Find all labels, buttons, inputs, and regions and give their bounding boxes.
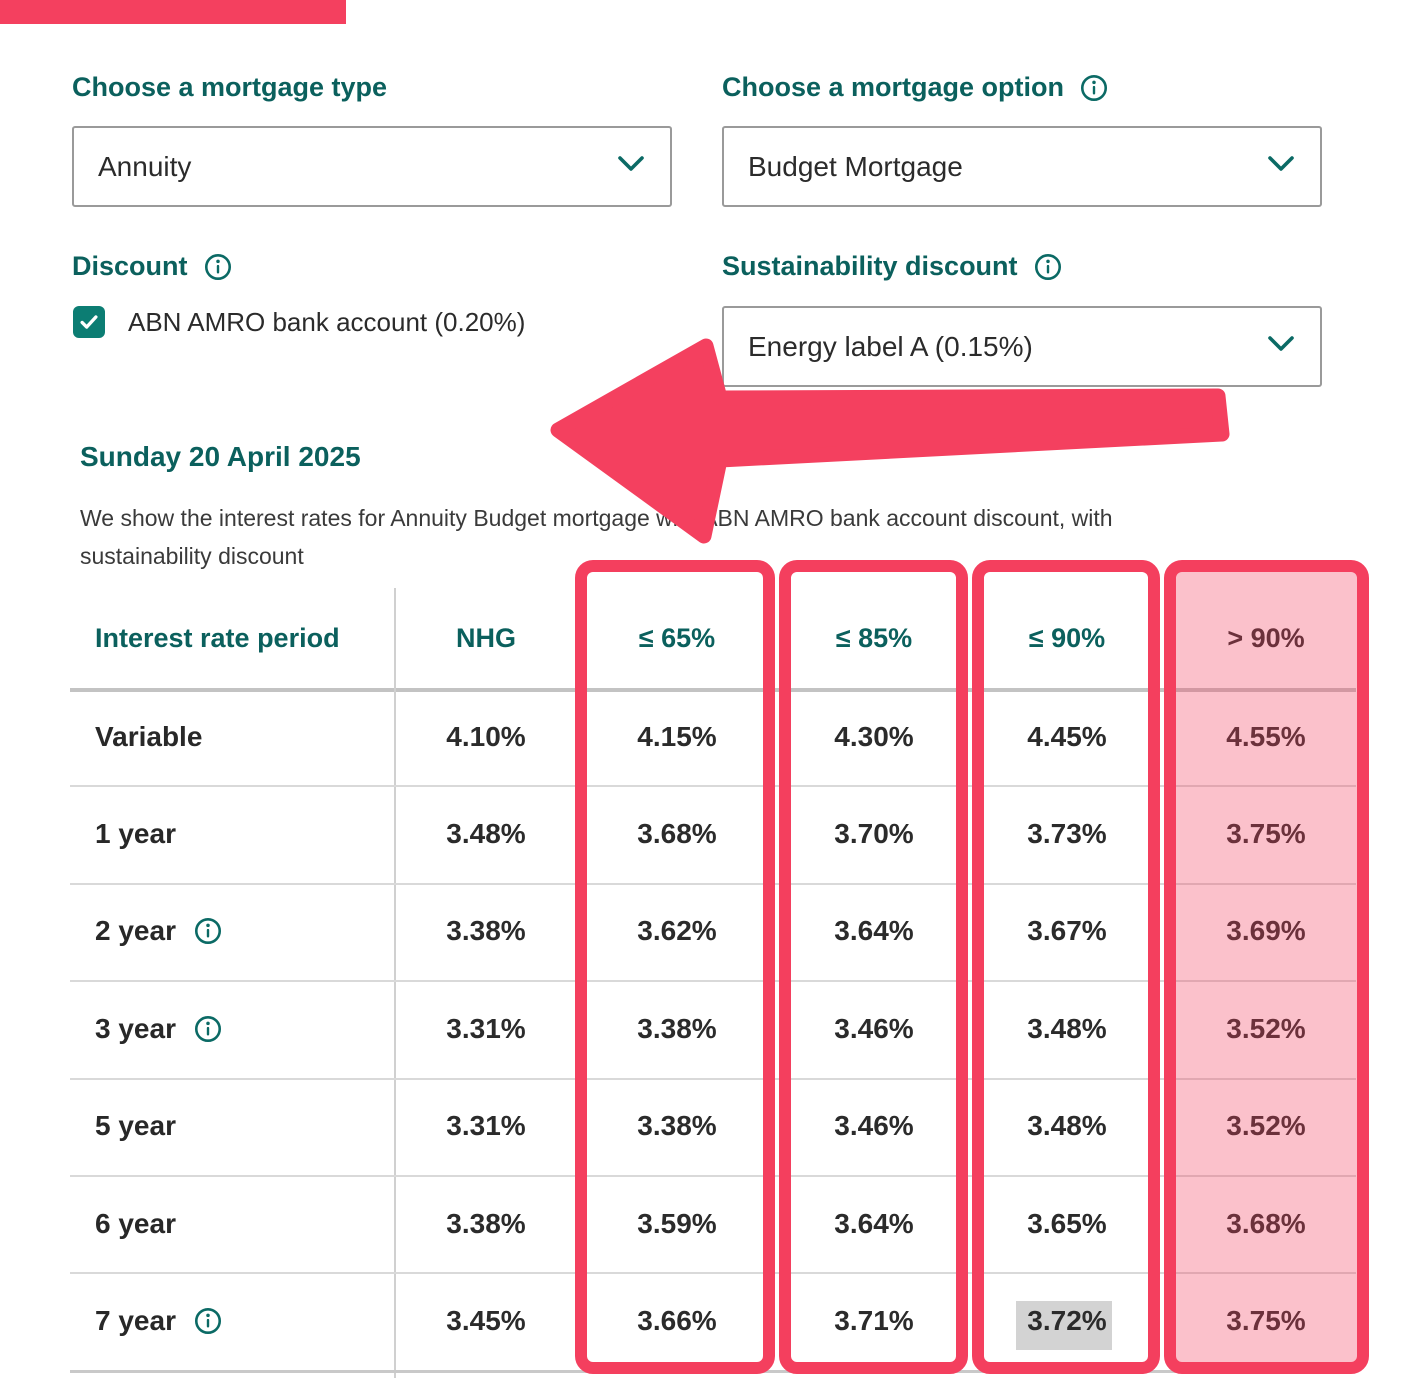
table-header-row: Interest rate period NHG ≤ 65% ≤ 85% ≤ 9…: [70, 560, 1369, 702]
header-divider-line: [70, 688, 1356, 692]
column-divider-line: [394, 588, 396, 1378]
table-row-6-year: 6 year 3.38% 3.59% 3.64% 3.65% 3.68%: [95, 1207, 1306, 1239]
checkbox-checked-icon[interactable]: [73, 306, 105, 338]
table-bottom-line: [70, 1370, 1356, 1373]
col-header-85: ≤ 85%: [835, 622, 913, 653]
chevron-down-icon: [618, 156, 644, 177]
info-icon[interactable]: [1034, 253, 1062, 281]
highlighted-cell: 3.72%: [1027, 1305, 1107, 1337]
row-divider-line: [70, 883, 1356, 885]
discount-label: Discount: [72, 251, 232, 282]
table-row-1-year: 1 year 3.48% 3.68% 3.70% 3.73% 3.75%: [95, 818, 1306, 850]
row-divider-line: [70, 1272, 1356, 1274]
description-line-1: We show the interest rates for Annuity B…: [80, 505, 1113, 531]
row-divider-line: [70, 1078, 1356, 1080]
bank-account-discount-checkbox-row[interactable]: ABN AMRO bank account (0.20%): [73, 306, 525, 338]
table-row-7-year: 7 year 3.45% 3.66% 3.71% 3.72% 3.75%: [95, 1305, 1306, 1337]
chevron-down-icon: [1268, 336, 1294, 357]
row-divider-line: [70, 1175, 1356, 1177]
col-header-90: ≤ 90%: [1028, 622, 1106, 653]
sustainability-discount-label: Sustainability discount: [722, 251, 1062, 282]
checkbox-label: ABN AMRO bank account (0.20%): [128, 306, 526, 337]
sustainability-discount-value: Energy label A (0.15%): [748, 330, 1033, 362]
col-header-gt90: > 90%: [1227, 622, 1305, 653]
col-header-period: Interest rate period: [95, 622, 340, 653]
mortgage-option-label: Choose a mortgage option: [722, 72, 1108, 103]
row-divider-line: [70, 785, 1356, 787]
info-icon[interactable]: [194, 1015, 222, 1043]
mortgage-type-value: Annuity: [98, 150, 192, 182]
mortgage-type-select[interactable]: Annuity: [72, 126, 672, 207]
date-heading: Sunday 20 April 2025: [80, 441, 361, 472]
table-body: Variable 4.10% 4.15% 4.30% 4.45% 4.55% 1…: [70, 688, 1369, 1370]
table-row-variable: Variable 4.10% 4.15% 4.30% 4.45% 4.55%: [95, 720, 1306, 752]
chevron-down-icon: [1268, 156, 1294, 177]
sustainability-discount-select[interactable]: Energy label A (0.15%): [722, 306, 1322, 387]
description-line-2: sustainability discount: [80, 543, 304, 569]
interest-rates-table: Interest rate period NHG ≤ 65% ≤ 85% ≤ 9…: [70, 560, 1369, 1378]
info-icon[interactable]: [194, 1307, 222, 1335]
info-icon[interactable]: [204, 253, 232, 281]
col-header-nhg: NHG: [456, 622, 516, 653]
col-header-65: ≤ 65%: [638, 622, 716, 653]
info-icon[interactable]: [194, 917, 222, 945]
selected-cell-highlight: [1016, 1301, 1112, 1350]
mortgage-option-select[interactable]: Budget Mortgage: [722, 126, 1322, 207]
info-icon[interactable]: [1080, 74, 1108, 102]
table-row-3-year: 3 year 3.31% 3.38% 3.46% 3.48% 3.52%: [95, 1012, 1306, 1044]
mortgage-type-label: Choose a mortgage type: [72, 72, 388, 102]
table-row-5-year: 5 year 3.31% 3.38% 3.46% 3.48% 3.52%: [95, 1110, 1306, 1142]
mortgage-option-value: Budget Mortgage: [748, 150, 963, 182]
table-row-2-year: 2 year 3.38% 3.62% 3.64% 3.67% 3.69%: [95, 915, 1306, 947]
annotation-red-bar: [0, 0, 346, 24]
row-divider-line: [70, 980, 1356, 982]
